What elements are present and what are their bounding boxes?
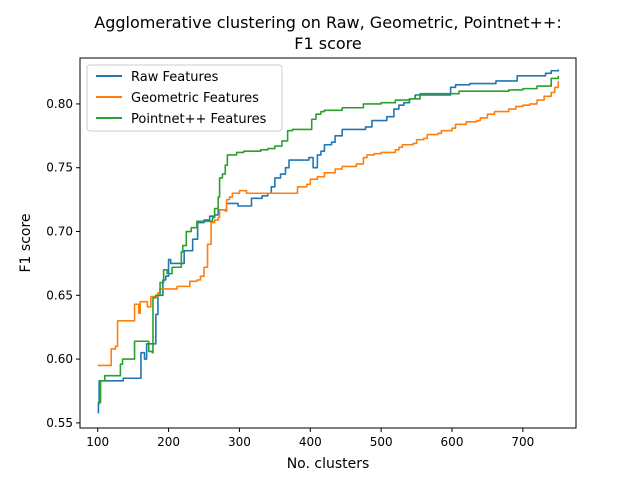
x-tick-label: 700: [511, 435, 534, 449]
y-tick-label: 0.70: [46, 225, 73, 239]
plot-frame: [79, 57, 577, 429]
x-tick-label: 300: [228, 435, 251, 449]
y-tick-label: 0.80: [46, 97, 73, 111]
y-axis-label: F1 score: [18, 213, 34, 272]
legend-box: [86, 64, 283, 132]
x-tick-label: 500: [370, 435, 393, 449]
x-tick-label: 400: [299, 435, 322, 449]
legend: Raw Features Geometric Features Pointnet…: [86, 64, 283, 132]
y-tick-label: 0.60: [46, 352, 73, 366]
series-layer: [97, 69, 560, 414]
legend-label-geometric: Geometric Features: [131, 91, 259, 106]
x-axis-ticks: 100 200 300 400 500 600 700: [86, 428, 534, 449]
y-tick-label: 0.65: [46, 288, 73, 302]
x-axis-label: No. clusters: [287, 456, 370, 472]
y-axis-ticks: 0.55 0.60 0.65 0.70 0.75 0.80: [46, 97, 80, 430]
chart-title-line-2: F1 score: [294, 34, 361, 53]
x-tick-label: 600: [441, 435, 464, 449]
x-tick-label: 200: [157, 435, 180, 449]
series-line-pointnet-features: [97, 75, 560, 404]
legend-label-raw: Raw Features: [131, 70, 219, 85]
x-tick-label: 100: [86, 435, 109, 449]
legend-label-pointnet: Pointnet++ Features: [131, 112, 267, 127]
y-tick-label: 0.75: [46, 161, 73, 175]
chart-title-line-1: Agglomerative clustering on Raw, Geometr…: [94, 13, 561, 32]
y-tick-label: 0.55: [46, 416, 73, 430]
